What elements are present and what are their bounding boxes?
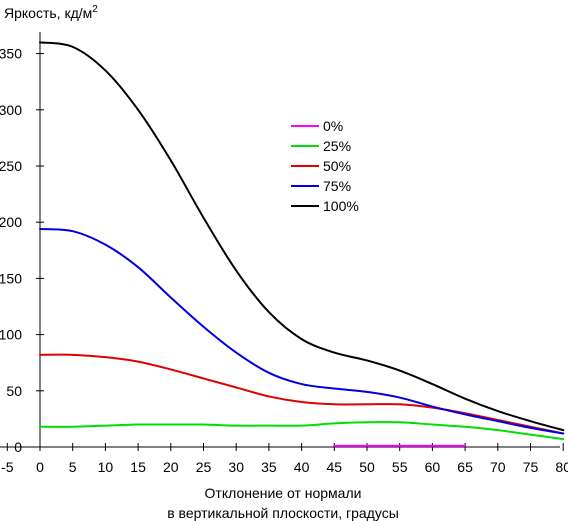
legend-label: 75% <box>323 178 351 194</box>
y-tick-label: 50 <box>6 383 22 399</box>
legend-label: 0% <box>323 118 343 134</box>
x-tick-label: 10 <box>98 459 114 475</box>
y-tick-label: 200 <box>0 214 22 230</box>
x-tick-label: 35 <box>261 459 277 475</box>
x-tick-label: 55 <box>392 459 408 475</box>
y-tick-label: 300 <box>0 102 22 118</box>
x-tick-label: 65 <box>457 459 473 475</box>
x-tick-label: 0 <box>36 459 44 475</box>
y-tick-label: 250 <box>0 158 22 174</box>
y-tick-label: 150 <box>0 270 22 286</box>
x-tick-label: 20 <box>163 459 179 475</box>
x-tick-label: 30 <box>228 459 244 475</box>
y-tick-label: 100 <box>0 327 22 343</box>
legend-label: 25% <box>323 138 351 154</box>
x-axis-ticks: -5 0 5 10 15 20 25 30 35 40 45 50 55 60 65 70 75 80 <box>1 443 568 475</box>
series-line-25-pct <box>39 421 565 441</box>
x-tick-label: -5 <box>1 459 14 475</box>
y-tick-label: 350 <box>0 46 22 62</box>
x-tick-label: 60 <box>425 459 441 475</box>
x-tick-label: 75 <box>523 459 539 475</box>
x-tick-label: 70 <box>490 459 506 475</box>
x-tick-label: 80 <box>555 459 568 475</box>
x-tick-label: 5 <box>69 459 77 475</box>
legend-label: 50% <box>323 158 351 174</box>
x-tick-label: 50 <box>359 459 375 475</box>
y-axis-ticks: 0 50 100 150 200 250 300 350 <box>0 46 44 455</box>
legend: 0% 25% 50% 75% 100% <box>291 118 359 214</box>
series-line-100-pct <box>39 41 565 432</box>
series-lines <box>39 41 565 447</box>
x-axis-title-line1: Отклонение от нормали <box>205 485 362 501</box>
series-line-50-pct <box>39 353 565 435</box>
x-axis-title-line2: в вертикальной плоскости, градусы <box>167 505 399 521</box>
series-line-75-pct <box>39 227 565 435</box>
x-tick-label: 40 <box>294 459 310 475</box>
y-tick-label: 0 <box>14 439 22 455</box>
x-tick-label: 15 <box>130 459 146 475</box>
legend-label: 100% <box>323 198 359 214</box>
y-axis-title: Яркость, кд/м2 <box>4 4 98 21</box>
x-tick-label: 45 <box>327 459 343 475</box>
x-tick-label: 25 <box>196 459 212 475</box>
